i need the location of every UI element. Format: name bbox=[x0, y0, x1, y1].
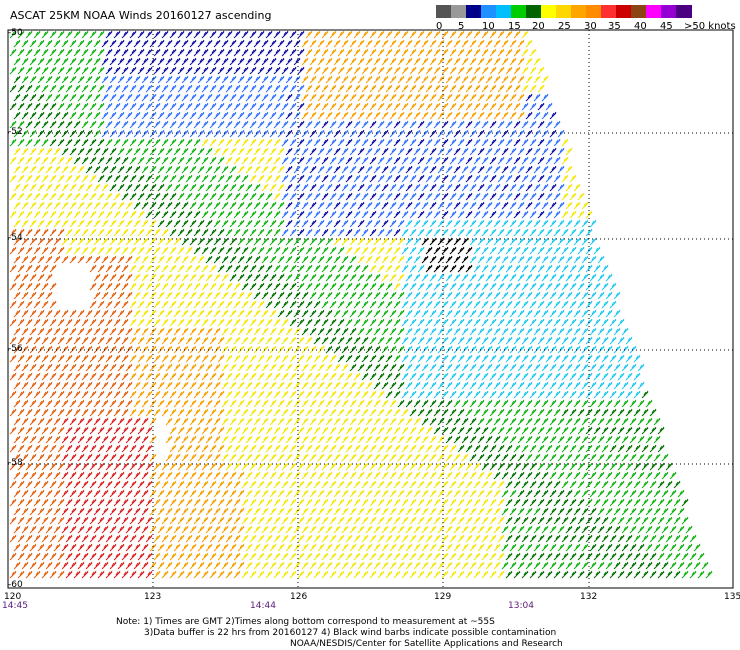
legend-label: 10 bbox=[482, 21, 495, 32]
legend-label: 35 bbox=[608, 21, 621, 32]
time-label-1: 14:45 bbox=[2, 601, 28, 611]
legend-swatch bbox=[451, 5, 467, 18]
time-label-3: 13:04 bbox=[508, 601, 534, 611]
legend-label: 20 bbox=[532, 21, 545, 32]
legend-label: 30 bbox=[584, 21, 597, 32]
legend-label: >50 knots bbox=[684, 21, 736, 32]
lon-label-135: 135 bbox=[724, 592, 740, 602]
legend-swatch bbox=[571, 5, 587, 18]
legend-label: 25 bbox=[558, 21, 571, 32]
legend-swatch bbox=[541, 5, 557, 18]
note-line-3: NOAA/NESDIS/Center for Satellite Applica… bbox=[290, 639, 563, 649]
legend-swatch bbox=[436, 5, 452, 18]
legend-swatch bbox=[481, 5, 497, 18]
legend-swatch bbox=[631, 5, 647, 18]
lat-label-54: -54 bbox=[8, 233, 23, 243]
legend-swatch bbox=[466, 5, 482, 18]
lat-label-50: -50 bbox=[8, 28, 23, 38]
lon-label-120: 120 bbox=[4, 592, 22, 602]
legend-swatch bbox=[646, 5, 662, 18]
legend-label: 40 bbox=[634, 21, 647, 32]
legend-swatch bbox=[556, 5, 572, 18]
note-line-2: 3)Data buffer is 22 hrs from 20160127 4)… bbox=[144, 628, 557, 638]
legend-swatch bbox=[676, 5, 692, 18]
lat-label-56: -56 bbox=[8, 344, 23, 354]
lon-label-129: 129 bbox=[434, 592, 452, 602]
legend-label: 15 bbox=[508, 21, 521, 32]
legend-swatch bbox=[586, 5, 602, 18]
lon-label-123: 123 bbox=[144, 592, 162, 602]
time-label-2: 14:44 bbox=[250, 601, 276, 611]
map-frame bbox=[7, 29, 734, 589]
lat-label-60: -60 bbox=[8, 580, 23, 590]
lon-label-132: 132 bbox=[580, 592, 598, 602]
legend-label: 0 bbox=[436, 21, 443, 32]
wind-barbs bbox=[9, 30, 713, 579]
legend-label: 5 bbox=[458, 21, 465, 32]
legend-swatch bbox=[616, 5, 632, 18]
lat-label-58: -58 bbox=[8, 458, 23, 468]
note-line-1: Note: 1) Times are GMT 2)Times along bot… bbox=[116, 617, 495, 627]
map-gridlines bbox=[8, 30, 733, 588]
lon-label-126: 126 bbox=[290, 592, 308, 602]
map-title: ASCAT 25KM NOAA Winds 20160127 ascending bbox=[10, 9, 272, 22]
legend-swatch bbox=[496, 5, 512, 18]
lat-label-52: -52 bbox=[8, 127, 23, 137]
legend-swatch bbox=[661, 5, 677, 18]
legend-swatch bbox=[601, 5, 617, 18]
legend-swatch bbox=[511, 5, 527, 18]
legend-swatch bbox=[526, 5, 542, 18]
legend-label: 45 bbox=[660, 21, 673, 32]
